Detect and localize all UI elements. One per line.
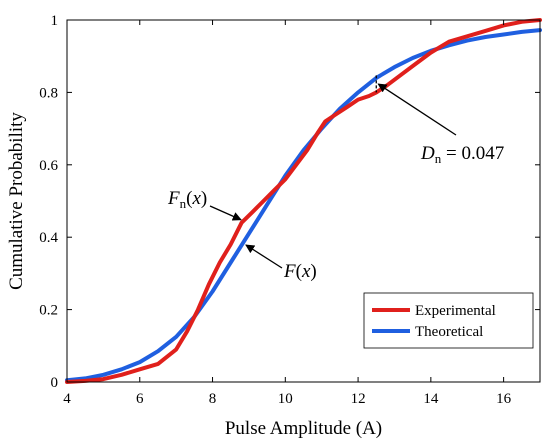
legend-box xyxy=(363,292,534,349)
legend-label-experimental: Experimental xyxy=(415,303,496,319)
x-tick-label: 4 xyxy=(63,391,71,407)
annotation-arrow xyxy=(209,205,242,221)
annotation-label: F(x) xyxy=(283,261,317,282)
x-tick-label: 14 xyxy=(423,391,439,407)
annotation-arrow xyxy=(377,83,457,136)
annotation-label: Fn(x) xyxy=(167,188,207,211)
y-tick-label: 0.8 xyxy=(39,85,58,101)
y-tick-label: 0.6 xyxy=(39,158,58,174)
y-tick-label: 1 xyxy=(51,13,59,29)
y-tick-label: 0.2 xyxy=(39,303,58,319)
axes-box xyxy=(66,19,541,383)
annotation-label: Dn = 0.047 xyxy=(420,143,504,166)
x-tick-label: 16 xyxy=(496,391,512,407)
x-tick-label: 10 xyxy=(278,391,293,407)
annotation-arrow xyxy=(245,244,283,269)
x-tick-label: 12 xyxy=(351,391,366,407)
y-tick-label: 0 xyxy=(51,375,59,391)
y-axis-label: Cumulative Probability xyxy=(6,112,27,290)
legend: Experimental Theoretical xyxy=(363,292,534,349)
x-axis-label: Pulse Amplitude (A) xyxy=(225,418,382,439)
annotation-layer: Fn(x) F(x) Dn = 0.047 xyxy=(167,75,504,282)
legend-label-theoretical: Theoretical xyxy=(415,324,483,340)
axes: 4 6 8 10 12 14 16 0 0.2 0.4 0.6 0.8 1 xyxy=(39,13,541,407)
series-line-theoretical xyxy=(65,28,542,383)
plot-area xyxy=(65,18,542,384)
y-tick-label: 0.4 xyxy=(39,230,58,246)
x-tick-label: 8 xyxy=(209,391,217,407)
series-line-experimental xyxy=(65,18,542,384)
x-tick-label: 6 xyxy=(136,391,144,407)
